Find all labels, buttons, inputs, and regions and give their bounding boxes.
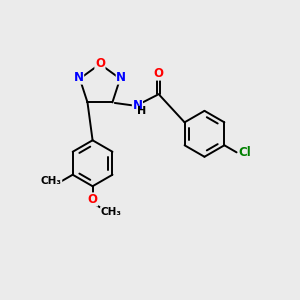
Text: O: O [88,193,98,206]
Text: O: O [95,57,105,70]
Text: H: H [136,106,146,116]
Text: N: N [132,99,142,112]
Text: N: N [116,71,126,84]
Text: CH₃: CH₃ [100,207,122,217]
Text: O: O [154,67,164,80]
Text: Cl: Cl [238,146,251,159]
Text: N: N [74,71,84,84]
Text: CH₃: CH₃ [41,176,62,186]
